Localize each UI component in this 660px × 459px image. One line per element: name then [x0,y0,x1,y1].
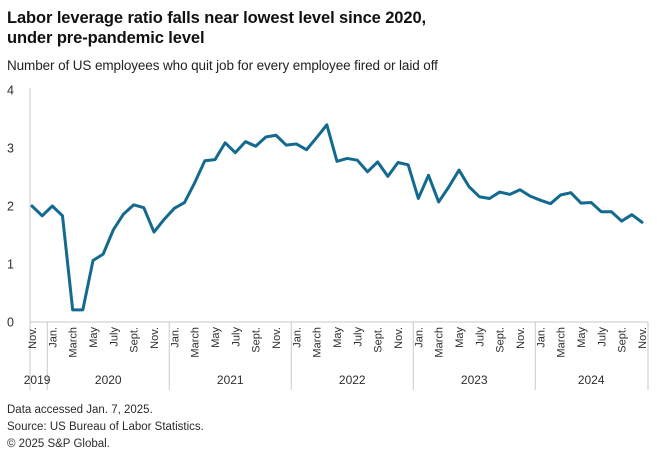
y-axis-label: 1 [7,258,14,272]
x-month-label: March [556,327,568,358]
x-month-label: Sept. [129,327,141,353]
x-month-label: Nov. [637,327,649,349]
data-accessed-note: Data accessed Jan. 7, 2025. [7,404,153,416]
x-month-label: Sept. [251,327,263,353]
x-month-label: July [474,327,486,347]
x-month-label: Jan. [47,327,59,348]
year-label: 2023 [461,373,488,387]
x-month-label: Nov. [393,327,405,349]
x-month-label: Nov. [271,327,283,349]
x-month-label: March [68,327,80,358]
x-month-label: Jan. [169,327,181,348]
x-month-label: Nov. [149,327,161,349]
chart-title: Labor leverage ratio falls near lowest l… [7,9,427,47]
x-month-label: July [230,327,242,347]
x-month-label: May [332,327,344,348]
chart-header: Labor leverage ratio falls near lowest l… [7,8,438,73]
x-month-label: July [352,327,364,347]
x-month-label: Jan. [291,327,303,348]
x-month-label: May [454,327,466,348]
x-month-label: Jan. [413,327,425,348]
x-month-label: Sept. [617,327,629,353]
chart-subtitle: Number of US employees who quit job for … [7,58,438,73]
x-month-label: March [434,327,446,358]
y-axis-label: 2 [7,200,14,214]
x-month-label: July [596,327,608,347]
x-month-label: Nov. [27,327,39,349]
year-label: 2020 [95,373,122,387]
y-axis-label: 4 [7,84,14,98]
x-month-label: Nov. [515,327,527,349]
data-line [30,123,644,312]
year-label: 2024 [578,373,605,387]
copyright-note: © 2025 S&P Global. [7,438,110,450]
x-month-label: July [108,327,120,347]
chart-footer: Data accessed Jan. 7, 2025. Source: US B… [7,402,204,453]
y-axis-label: 3 [7,142,14,156]
y-axis-label: 0 [7,316,14,330]
year-label: 2021 [217,373,244,387]
x-month-label: March [312,327,324,358]
x-month-label: May [88,327,100,348]
x-month-label: Sept. [373,327,385,353]
year-label: 2022 [339,373,366,387]
x-month-label: March [190,327,202,358]
x-month-label: May [576,327,588,348]
x-month-label: Jan. [535,327,547,348]
x-month-label: Sept. [495,327,507,353]
x-month-label: May [210,327,222,348]
source-note: Source: US Bureau of Labor Statistics. [7,421,204,433]
year-label: 2019 [24,373,51,387]
